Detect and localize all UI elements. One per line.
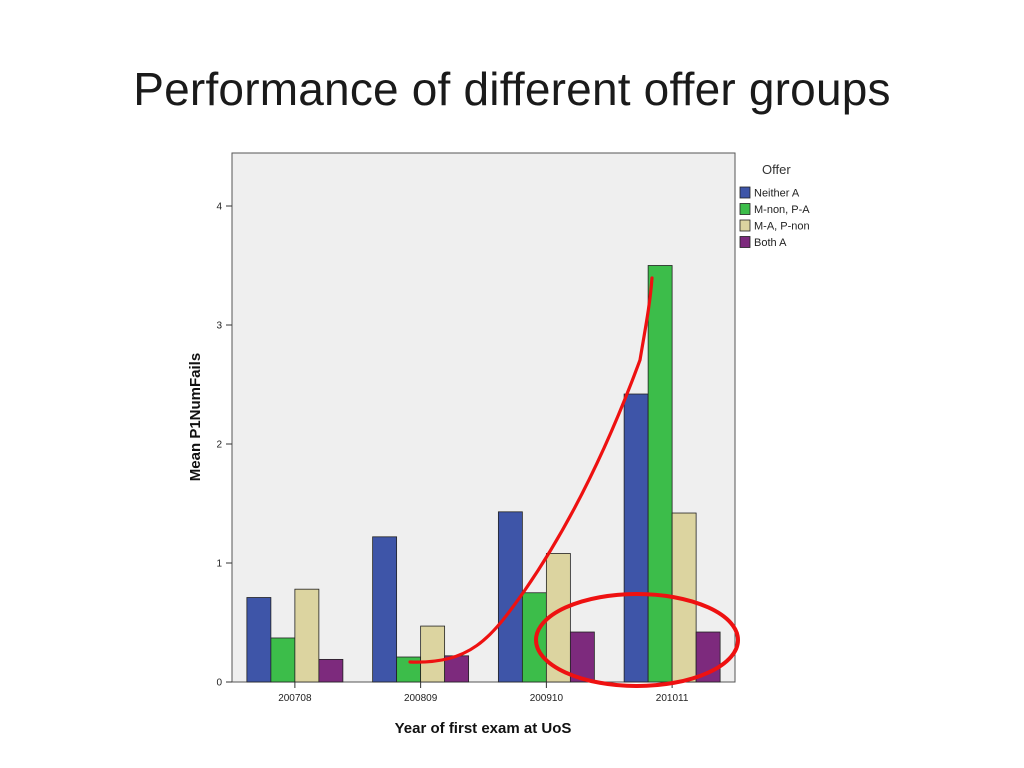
legend-swatch-both-a [739,236,751,248]
y-tick-label-0: 0 [216,678,222,689]
trend-curve-annotation [408,276,654,664]
legend-label-m-non-p-a: M-non, P-A [754,204,810,216]
bar-m-non-p-a-200708 [270,637,296,683]
y-axis-title: Mean P1NumFails [187,353,204,481]
x-tick-label-200708: 200708 [278,693,312,704]
y-axis: 0 1 2 3 4 [216,202,232,689]
legend-title: Offer [762,162,791,177]
legend-label-both-a: Both A [754,237,787,249]
x-tick-label-201011: 201011 [656,693,689,704]
bar-both-a-200708 [318,658,344,683]
y-tick-label-3: 3 [216,321,222,332]
bar-neither-a-200809 [372,536,398,683]
bar-m-a-p-non-200809 [420,625,446,683]
bar-neither-a-200708 [246,597,272,683]
y-tick-label-2: 2 [216,440,222,451]
bar-neither-a-201011 [623,393,649,683]
bar-m-a-p-non-200708 [294,588,320,683]
x-tick-label-200809: 200809 [404,693,438,704]
bar-m-non-p-a-201011 [647,265,673,683]
slide-title: Performance of different offer groups [133,63,891,115]
legend-label-m-a-p-non: M-A, P-non [754,221,810,233]
legend: Offer Neither A M-non, P-A M-A, P-non Both A [739,162,810,249]
x-axis: 200708 200809 200910 201011 [278,682,689,704]
bar-both-a-200910 [569,631,595,683]
x-tick-label-200910: 200910 [530,693,564,704]
y-tick-label-1: 1 [216,559,222,570]
x-axis-title: Year of first exam at UoS [395,720,572,737]
legend-swatch-m-a-p-non [739,219,751,232]
annotations [408,276,740,688]
bars-group [246,265,721,683]
legend-swatch-m-non-p-a [739,203,751,215]
bar-both-a-200809 [444,655,470,683]
y-tick-label-4: 4 [216,202,222,213]
highlight-ellipse-annotation [534,592,740,688]
legend-swatch-neither-a [739,186,751,199]
legend-label-neither-a: Neither A [754,188,800,200]
